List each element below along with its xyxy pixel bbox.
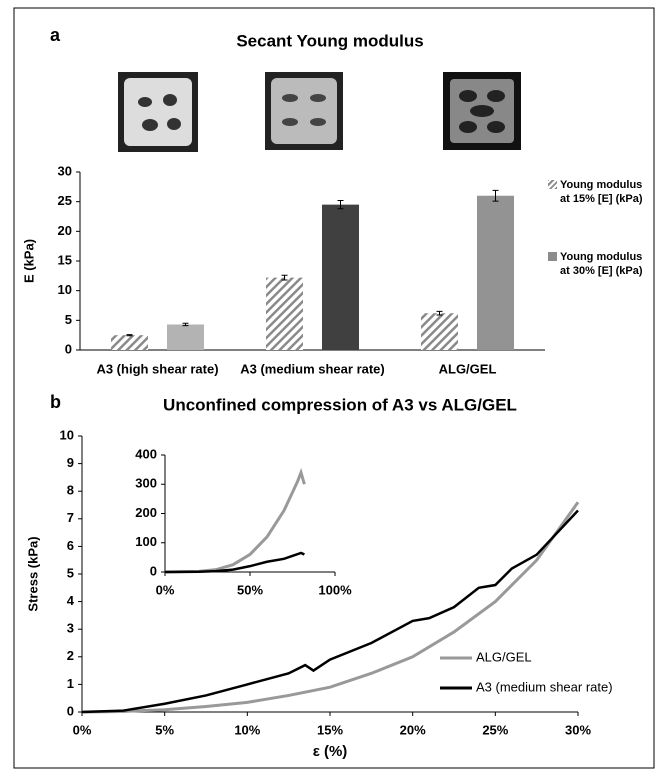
panel-label: b [50, 392, 61, 412]
bar [322, 204, 359, 350]
legend-text: ALG/GEL [476, 649, 532, 664]
line [81, 509, 579, 714]
y-tick-label: 25 [58, 193, 72, 208]
x-tick-label: 5% [155, 722, 174, 737]
legend-text: A3 (medium shear rate) [476, 679, 613, 694]
bar [477, 195, 514, 350]
y-tick-label: 0 [67, 703, 74, 718]
y-tick-label: 6 [67, 538, 74, 553]
legend-entry: Young modulus at 30% [E] (kPa) [548, 250, 652, 278]
y-tick-label: 30 [58, 163, 72, 178]
y-tick-label: 2 [67, 648, 74, 663]
x-tick-label: 20% [400, 722, 426, 737]
x-tick-label: 25% [482, 722, 508, 737]
chart-title: Secant Young modulus [236, 31, 423, 50]
x-tick-label: 30% [565, 722, 591, 737]
y-tick-label: 5 [67, 565, 74, 580]
y-tick-label: 300 [135, 476, 157, 491]
y-axis-label: E (kPa) [21, 239, 36, 283]
y-tick-label: 7 [67, 510, 74, 525]
x-tick-label: 10% [234, 722, 260, 737]
y-tick-label: 100 [135, 534, 157, 549]
photo [118, 72, 521, 152]
legend-text: Young modulus at 30% [E] (kPa) [560, 251, 643, 277]
y-tick-label: 9 [67, 455, 74, 470]
bar [111, 335, 148, 350]
legend-swatch [548, 252, 557, 261]
x-tick-label: 0% [73, 722, 92, 737]
y-tick-label: 0 [65, 341, 72, 356]
panel-label: a [50, 25, 61, 45]
x-tick-label: A3 (medium shear rate) [240, 361, 385, 376]
error-bar [492, 189, 499, 202]
x-tick-label: 50% [237, 582, 263, 597]
y-tick-label: 400 [135, 446, 157, 461]
chart-title: Unconfined compression of A3 vs ALG/GEL [163, 395, 517, 414]
error-bar [126, 334, 133, 337]
x-tick-label: 100% [318, 582, 352, 597]
y-tick-label: 3 [67, 621, 74, 636]
y-tick-label: 5 [65, 312, 72, 327]
bar [266, 277, 303, 350]
error-bar [281, 274, 288, 281]
x-tick-label: 0% [156, 582, 175, 597]
error-bar [337, 199, 344, 210]
y-tick-label: 4 [67, 593, 75, 608]
frame [13, 7, 655, 769]
error-bar [436, 310, 443, 316]
x-tick-label: 15% [317, 722, 343, 737]
y-tick-label: 10 [58, 282, 72, 297]
y-tick-label: 20 [58, 223, 72, 238]
y-axis-label: Stress (kPa) [25, 536, 40, 611]
bar [167, 324, 204, 350]
legend-entry: Young modulus at 15% [E] (kPa) [548, 178, 652, 206]
y-tick-label: 8 [67, 483, 74, 498]
x-axis-label: ε (%) [313, 743, 348, 760]
bar [421, 313, 458, 350]
error-bar [182, 322, 189, 327]
y-tick-label: 200 [135, 505, 157, 520]
legend-text: Young modulus at 15% [E] (kPa) [560, 179, 643, 205]
y-tick-label: 10 [60, 427, 74, 442]
line [164, 551, 305, 574]
line [164, 467, 306, 574]
y-tick-label: 0 [150, 563, 157, 578]
y-tick-label: 15 [58, 252, 72, 267]
y-tick-label: 1 [67, 676, 74, 691]
legend-swatch [548, 180, 557, 189]
x-tick-label: ALG/GEL [439, 361, 497, 376]
x-tick-label: A3 (high shear rate) [96, 361, 218, 376]
line [81, 501, 580, 714]
